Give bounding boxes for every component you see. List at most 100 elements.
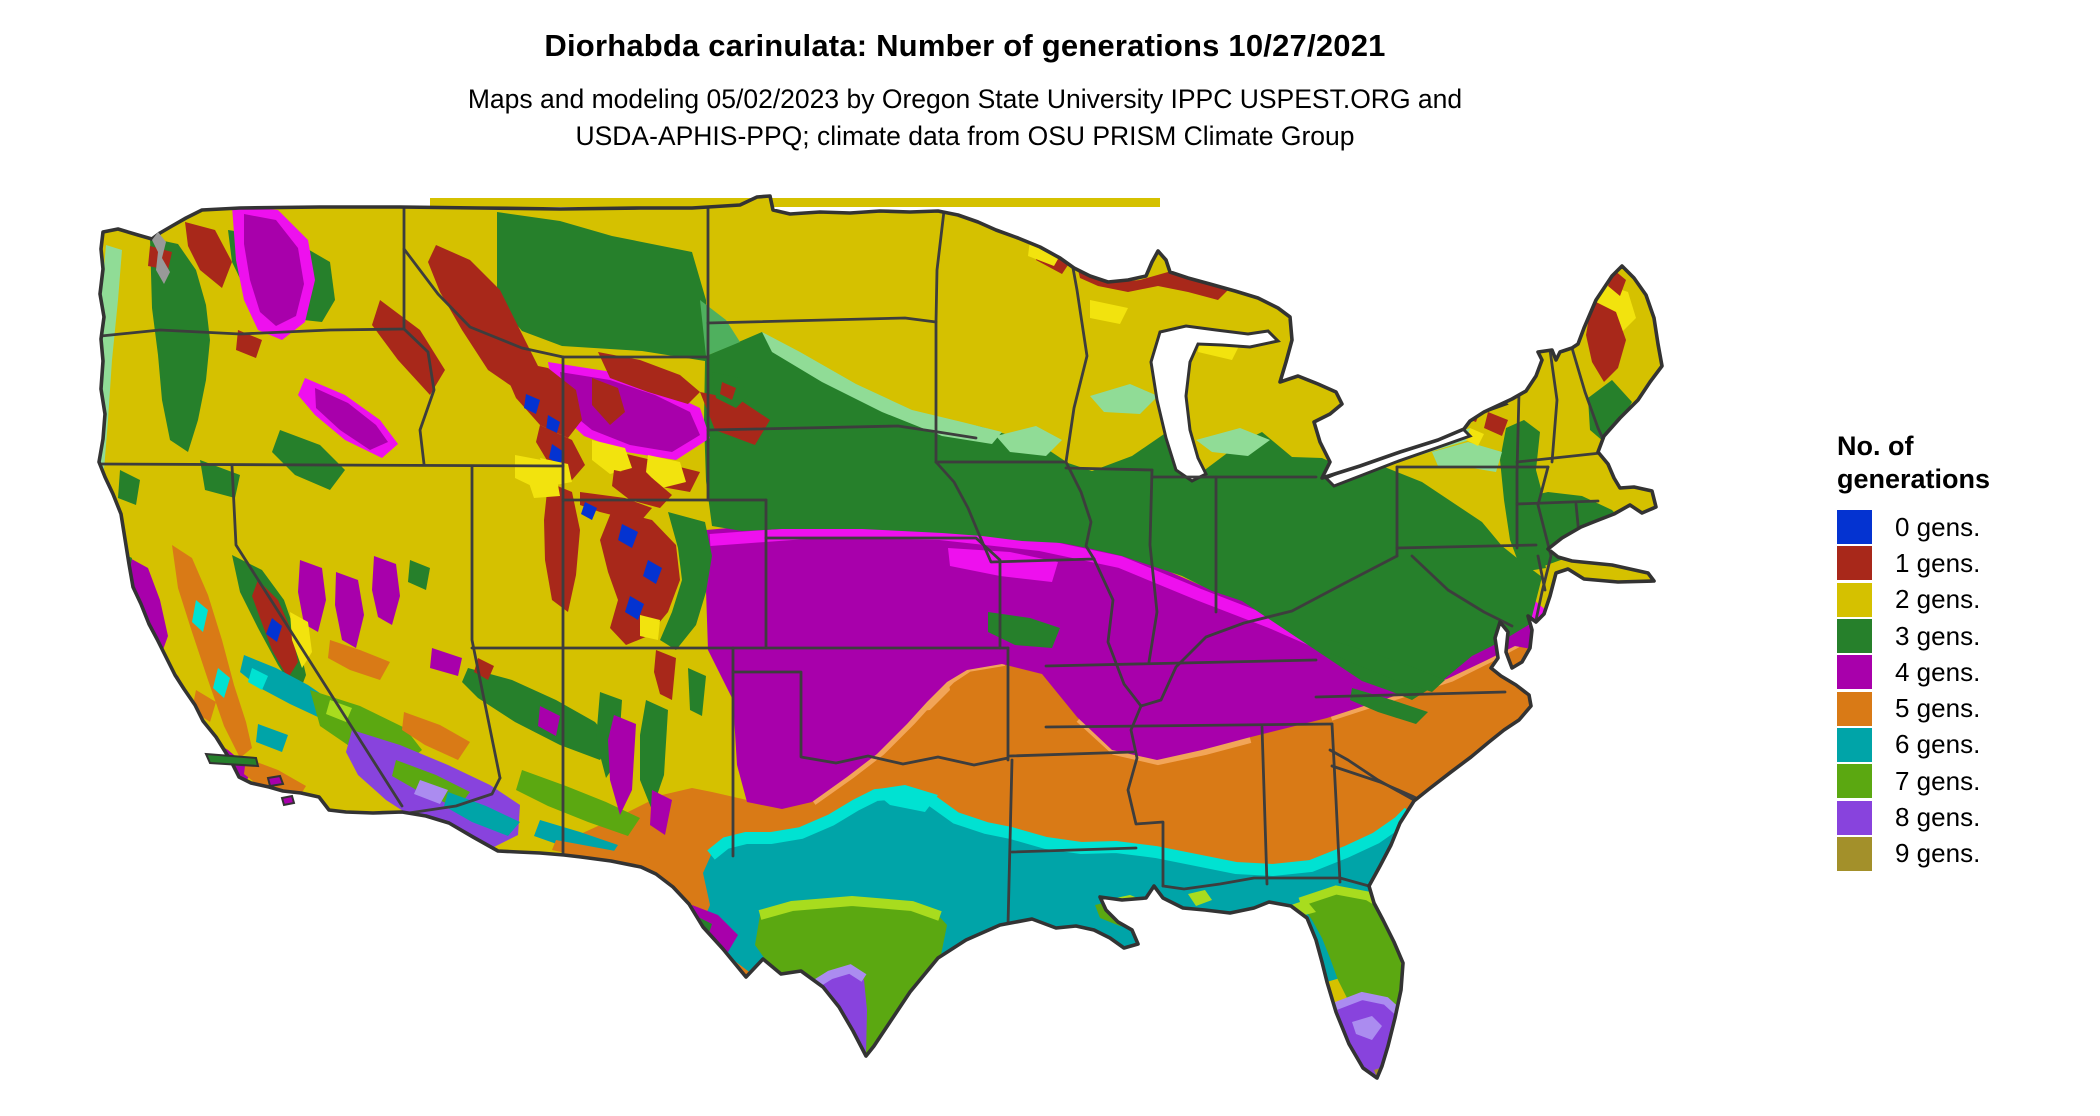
region-gens3-ozarks [988, 612, 1060, 648]
region-gens4-arizona [538, 706, 560, 736]
state-border-line [1161, 876, 1371, 891]
transition-1to2-san-luis [640, 615, 660, 640]
region-gens1-superior-shore [1078, 270, 1228, 300]
channel-island [266, 774, 285, 788]
transition-3to4-patch [948, 548, 1058, 582]
state-border-line [706, 316, 938, 325]
north-details [1028, 240, 1636, 446]
region-gens7-arizona [516, 770, 640, 836]
region-gens1-bitterroot [372, 300, 445, 395]
cyan-valley-patch [213, 668, 230, 698]
channel-island [204, 752, 260, 768]
transition-2to3 [700, 300, 740, 356]
top-raster-strip [430, 198, 1160, 207]
region-gens0-sierra [266, 618, 282, 642]
region-gens3-front-range [660, 512, 712, 650]
transition-2to3 [762, 332, 1002, 444]
map-subtitle-line1: Maps and modeling 05/02/2023 by Oregon S… [467, 84, 1463, 114]
region-gens1-colorado-rockies [600, 510, 680, 645]
state-border-line [1328, 748, 1416, 802]
channel-island [280, 794, 296, 807]
state-border-line [1410, 554, 1514, 628]
region-gens4-nevada [298, 560, 326, 632]
legend-item-label: 6 gens. [1895, 729, 1981, 760]
state-border-line [400, 776, 502, 816]
state-border-line [1010, 846, 1138, 854]
state-border-line [1548, 348, 1559, 464]
region-gens0-wind-river [549, 444, 564, 466]
transition-1to2-wisconsin [1090, 300, 1128, 324]
legend-item: 9 gens. [1837, 836, 1990, 872]
map-title: Diorhabda carinulata: Number of generati… [544, 28, 1386, 63]
state-border-line [1064, 466, 1154, 472]
region-gens3-coast-range [136, 640, 158, 674]
region-gens5-central-valley [172, 545, 252, 758]
region-gens3-oregon [200, 460, 240, 498]
region-gens0-colorado [643, 560, 662, 584]
state-border-line [706, 424, 978, 440]
transition-7to8 [1334, 991, 1400, 1014]
transition-1to2-basin [646, 455, 686, 488]
transition-5to6-patch [872, 785, 938, 812]
map-subtitle-line2: USDA-APHIS-PPQ; climate data from OSU PR… [575, 121, 1355, 151]
state-border-line [1139, 554, 1399, 708]
map-fill-layers [99, 196, 1662, 1078]
state-border-line [99, 327, 406, 338]
region-gens1-black-hills [720, 382, 736, 400]
state-border-line [1314, 690, 1507, 699]
region-gens0-uinta [581, 502, 597, 520]
region-gens3-oregon [272, 430, 345, 490]
cyan-mojave-patch [248, 668, 268, 690]
legend-swatch [1837, 510, 1872, 545]
state-border-line [731, 670, 1010, 767]
state-border-line [230, 464, 404, 808]
legend: No. of generations 0 gens. 1 gens. 2 gen… [1837, 430, 1990, 872]
legend-swatch [1837, 727, 1872, 762]
region-gens1-idaho [598, 352, 700, 404]
region-gens4-blue-mountains [315, 388, 388, 450]
state-border-line [934, 460, 1096, 564]
transition-3to4 [709, 525, 1333, 654]
legend-item-label: 9 gens. [1895, 838, 1981, 869]
legend-swatch [1837, 582, 1872, 617]
us-map-svg [97, 194, 1664, 1080]
legend-title-line2: generations [1837, 464, 1991, 494]
transition-2to3 [996, 426, 1062, 456]
state-border-line [934, 209, 946, 464]
region-gens3-cascades [150, 238, 210, 452]
region-gens1-adirondacks [1484, 412, 1508, 436]
legend-item: 4 gens. [1837, 654, 1990, 690]
legend-item-label: 8 gens. [1895, 802, 1981, 833]
region-gens3-nevada [408, 560, 430, 590]
legend-items: 0 gens. 1 gens. 2 gens. 3 gens. 4 gens. … [1837, 509, 1990, 872]
region-gens1-sangre [654, 650, 676, 700]
header: Diorhabda carinulata: Number of generati… [0, 0, 1930, 152]
region-gens1-maine [1586, 300, 1626, 382]
state-border-line [1044, 658, 1318, 668]
region-gens1-north-cascades [185, 222, 232, 288]
legend-swatch [1837, 619, 1872, 654]
light-violet-desert [414, 780, 448, 804]
legend-item: 5 gens. [1837, 690, 1990, 726]
transition-2to3 [1090, 384, 1158, 414]
transition-7to8-patch [1352, 1016, 1382, 1040]
us-generations-map [70, 185, 1730, 1116]
region-gens5-arizona [402, 712, 470, 760]
region-gens4-nevada [372, 556, 400, 625]
transition-1to2-adirondacks [1466, 428, 1484, 446]
region-gens3-new-mexico [640, 700, 668, 810]
legend-item: 1 gens. [1837, 545, 1990, 581]
state-border-line [1147, 468, 1159, 664]
region-gens5-arizona-se [552, 840, 652, 868]
region-gens4-arizona [430, 648, 462, 676]
state-border-line [470, 464, 502, 780]
state-border-line [1006, 758, 1014, 927]
state-border-line [99, 462, 565, 468]
legend-swatch [1837, 836, 1872, 871]
state-border-line [402, 247, 565, 359]
region-gens3-mogollon [462, 668, 612, 760]
region-gens7-florida [1300, 892, 1402, 1024]
cyan-valley-patch [192, 600, 208, 632]
transition-2to3 [1432, 442, 1502, 472]
